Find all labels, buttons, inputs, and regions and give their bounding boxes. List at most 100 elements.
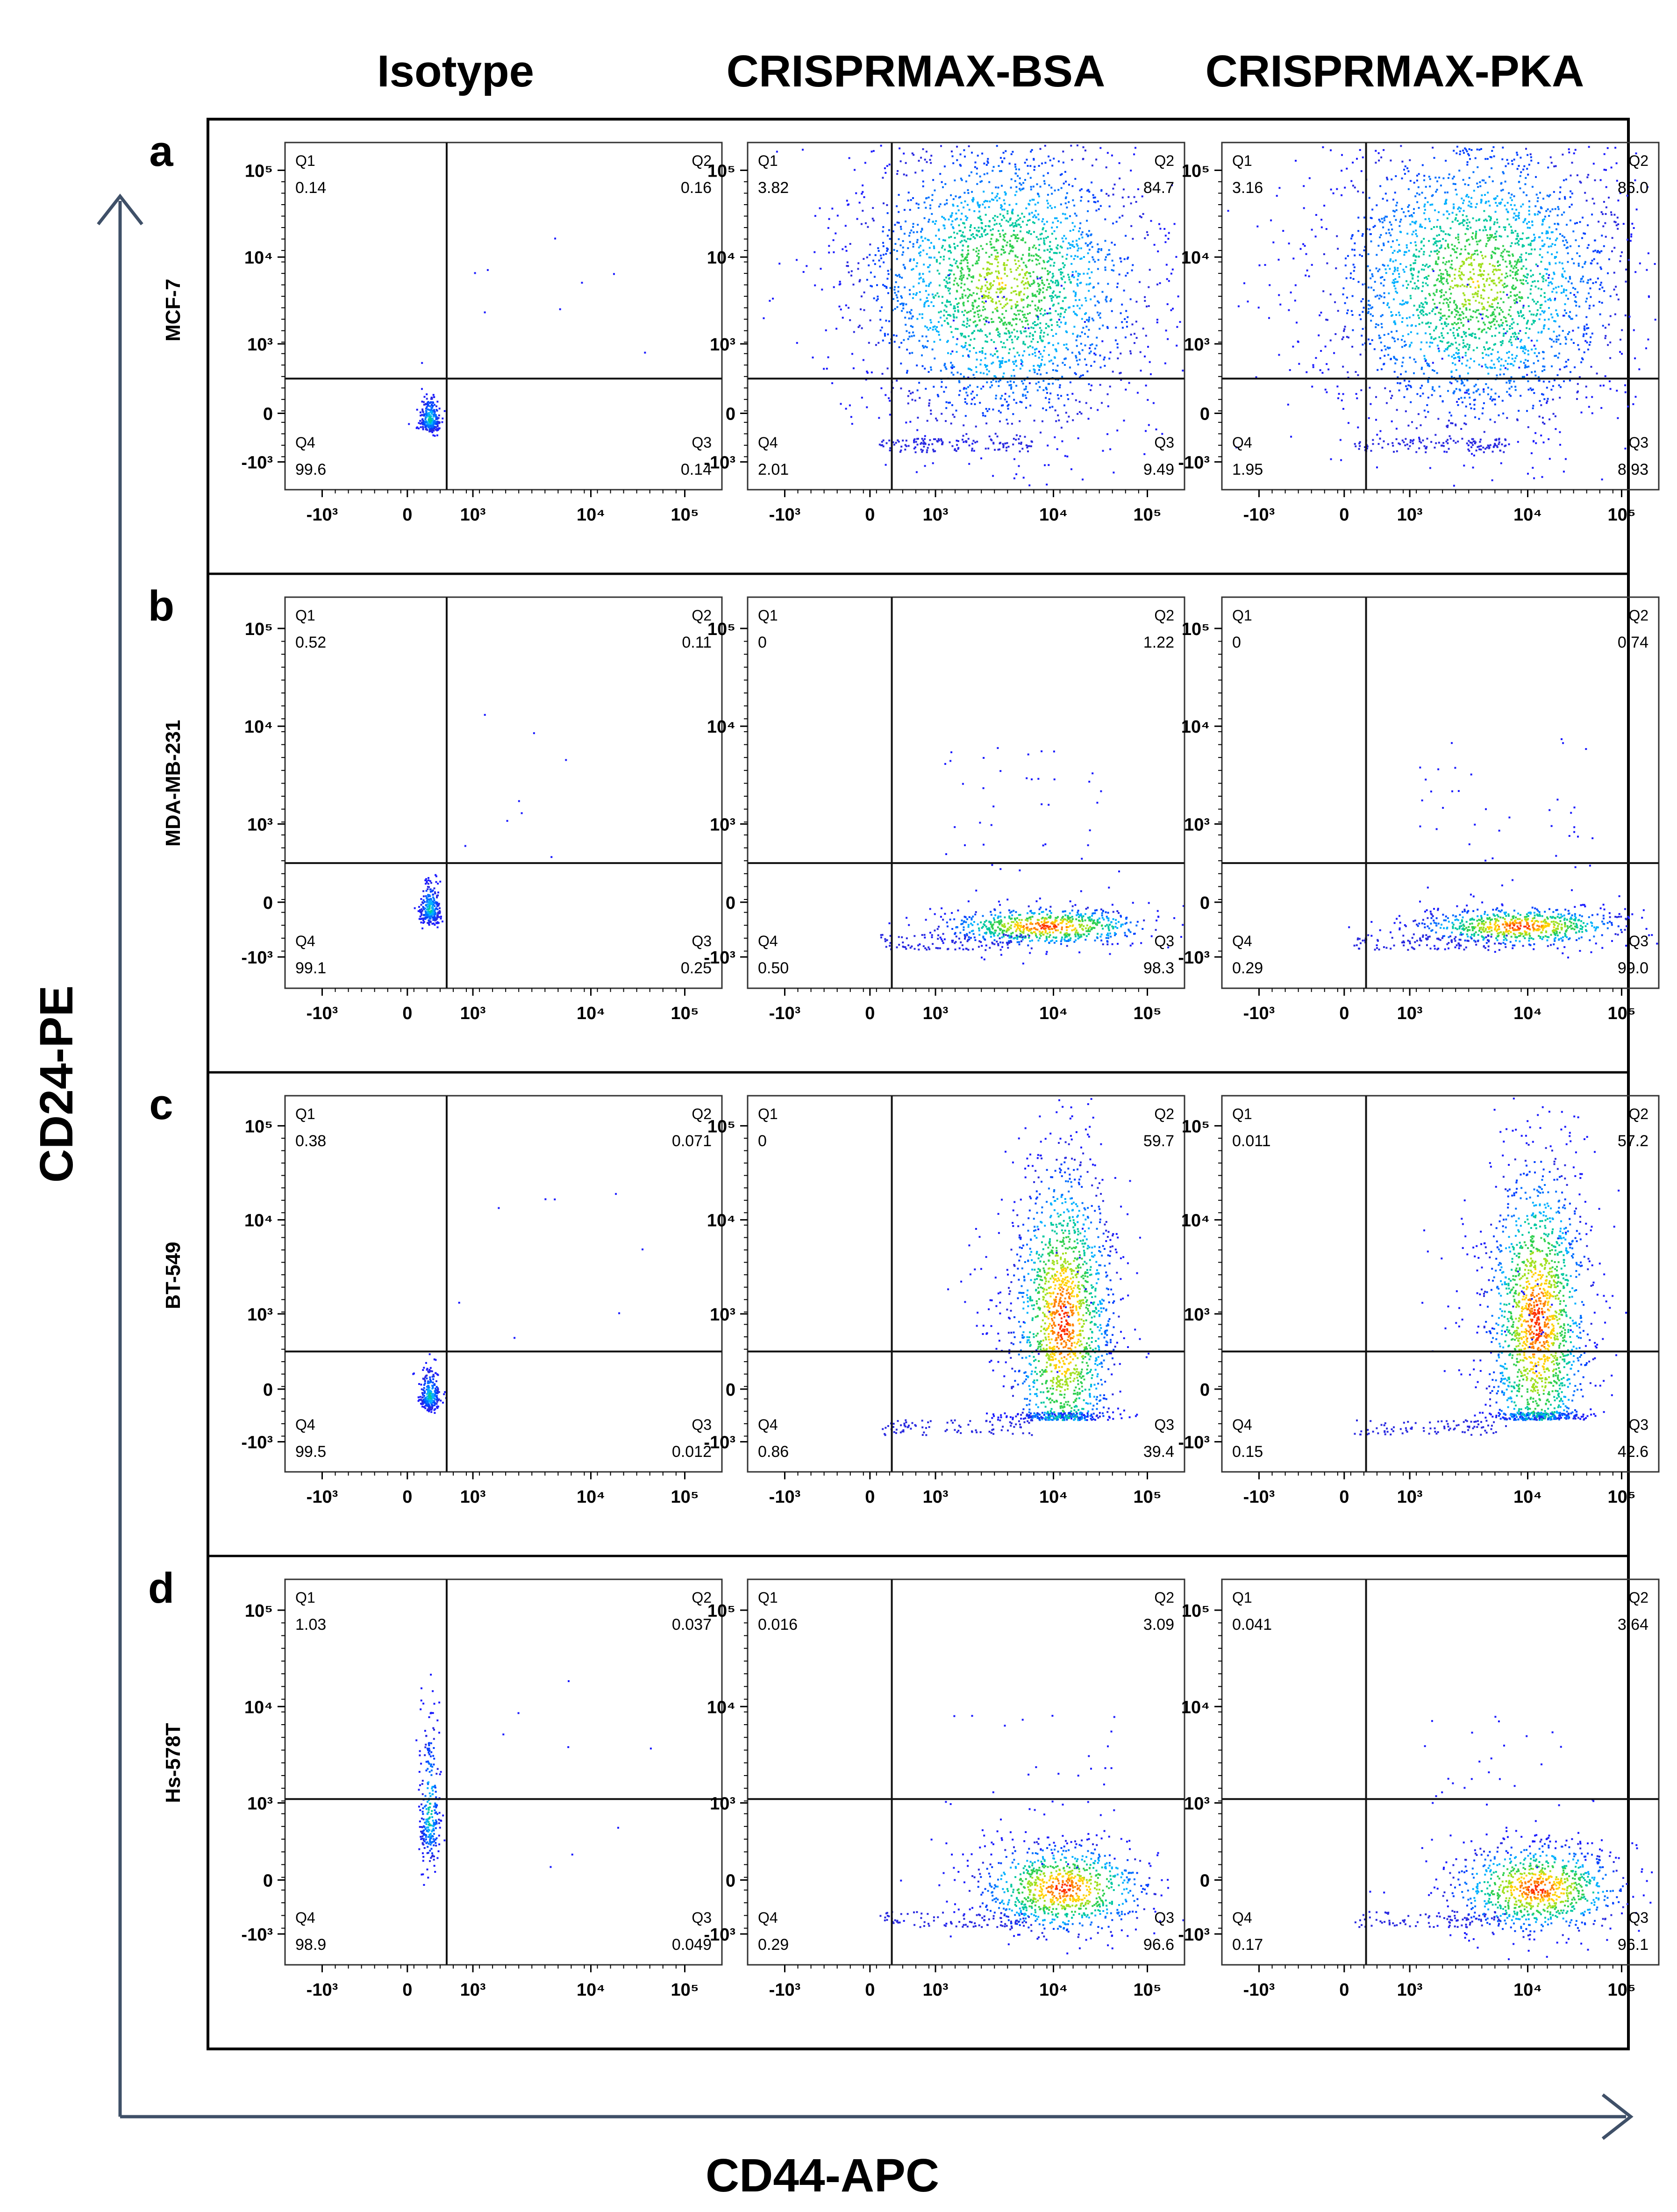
event-dot — [1521, 297, 1523, 299]
event-dot — [928, 239, 930, 241]
event-dot — [1378, 297, 1380, 300]
event-dot — [1352, 329, 1354, 331]
event-dot — [974, 227, 976, 229]
event-dot — [1540, 207, 1542, 209]
event-dot — [892, 309, 894, 311]
event-dot — [949, 264, 951, 266]
event-dot — [1375, 419, 1377, 421]
event-dot — [1406, 246, 1408, 249]
event-dot — [1052, 305, 1054, 307]
event-dot — [1075, 339, 1078, 342]
event-dot — [1393, 285, 1396, 287]
event-dot — [1080, 343, 1082, 345]
event-dot — [1025, 330, 1027, 333]
event-dot — [1112, 187, 1114, 190]
event-dot — [1033, 158, 1035, 160]
event-dot — [1021, 448, 1024, 450]
event-dot — [1097, 243, 1099, 245]
event-dot — [1481, 273, 1483, 276]
event-dot — [899, 451, 901, 453]
event-dot — [423, 414, 425, 417]
event-dot — [1433, 329, 1435, 332]
event-dot — [980, 288, 982, 290]
event-dot — [431, 403, 433, 406]
event-dot — [1040, 329, 1042, 332]
event-dot — [1014, 194, 1016, 196]
event-dot — [905, 220, 907, 222]
event-dot — [1389, 268, 1391, 270]
event-dot — [924, 367, 926, 370]
event-dot — [1125, 275, 1127, 277]
event-dot — [1014, 164, 1016, 165]
event-dot — [863, 258, 865, 260]
event-dot — [1382, 264, 1384, 266]
event-dot — [995, 347, 997, 350]
event-dot — [1442, 283, 1444, 285]
event-dot — [986, 267, 989, 270]
event-dot — [992, 228, 994, 230]
event-dot — [1541, 240, 1543, 242]
event-dot — [429, 428, 432, 430]
event-dot — [1484, 256, 1486, 258]
event-dot — [1470, 357, 1472, 360]
event-dot — [1022, 314, 1024, 316]
event-dot — [1383, 264, 1385, 267]
event-dot — [924, 345, 927, 348]
event-dot — [949, 314, 952, 317]
event-dot — [990, 238, 992, 240]
event-dot — [1570, 203, 1573, 206]
event-dot — [1379, 220, 1381, 222]
event-dot — [1022, 262, 1025, 264]
event-dot — [1018, 265, 1020, 267]
event-dot — [1523, 245, 1525, 247]
event-dot — [1063, 311, 1066, 313]
event-dot — [1043, 332, 1045, 334]
event-dot — [1570, 371, 1571, 373]
event-dot — [1579, 180, 1581, 183]
event-dot — [849, 243, 851, 245]
event-dot — [1060, 395, 1062, 397]
event-dot — [1127, 257, 1129, 259]
event-dot — [985, 316, 987, 319]
event-dot — [1038, 244, 1041, 246]
event-dot — [1531, 323, 1533, 325]
event-dot — [423, 404, 425, 406]
event-dot — [1620, 338, 1621, 341]
event-dot — [1030, 150, 1032, 153]
event-dot — [979, 402, 981, 404]
event-dot — [1537, 331, 1540, 334]
event-dot — [1553, 330, 1555, 333]
event-dot — [926, 326, 928, 328]
event-dot — [1392, 210, 1394, 212]
event-dot — [1506, 265, 1508, 268]
event-dot — [1457, 208, 1459, 210]
event-dot — [1120, 379, 1122, 381]
event-dot — [1073, 246, 1075, 248]
event-dot — [981, 350, 984, 352]
event-dot — [999, 411, 1002, 414]
event-dot — [1438, 385, 1441, 388]
event-dot — [1605, 186, 1607, 188]
event-dot — [1094, 304, 1097, 307]
event-dot — [1148, 286, 1150, 288]
event-dot — [848, 307, 849, 309]
event-dot — [941, 181, 943, 183]
event-dot — [963, 335, 965, 338]
event-dot — [1524, 359, 1527, 361]
event-dot — [1485, 383, 1487, 385]
event-dot — [981, 301, 984, 303]
event-dot — [867, 226, 869, 228]
event-dot — [929, 282, 932, 284]
event-dot — [998, 284, 1000, 285]
event-dot — [1459, 153, 1461, 156]
event-dot — [1470, 206, 1473, 208]
event-dot — [1057, 189, 1060, 191]
event-dot — [1048, 383, 1050, 385]
event-dot — [1323, 205, 1326, 207]
event-dot — [1496, 320, 1498, 322]
event-dot — [846, 261, 849, 264]
event-dot — [1002, 249, 1005, 251]
event-dot — [1463, 333, 1466, 335]
event-dot — [1033, 169, 1035, 171]
event-dot — [1513, 288, 1515, 290]
